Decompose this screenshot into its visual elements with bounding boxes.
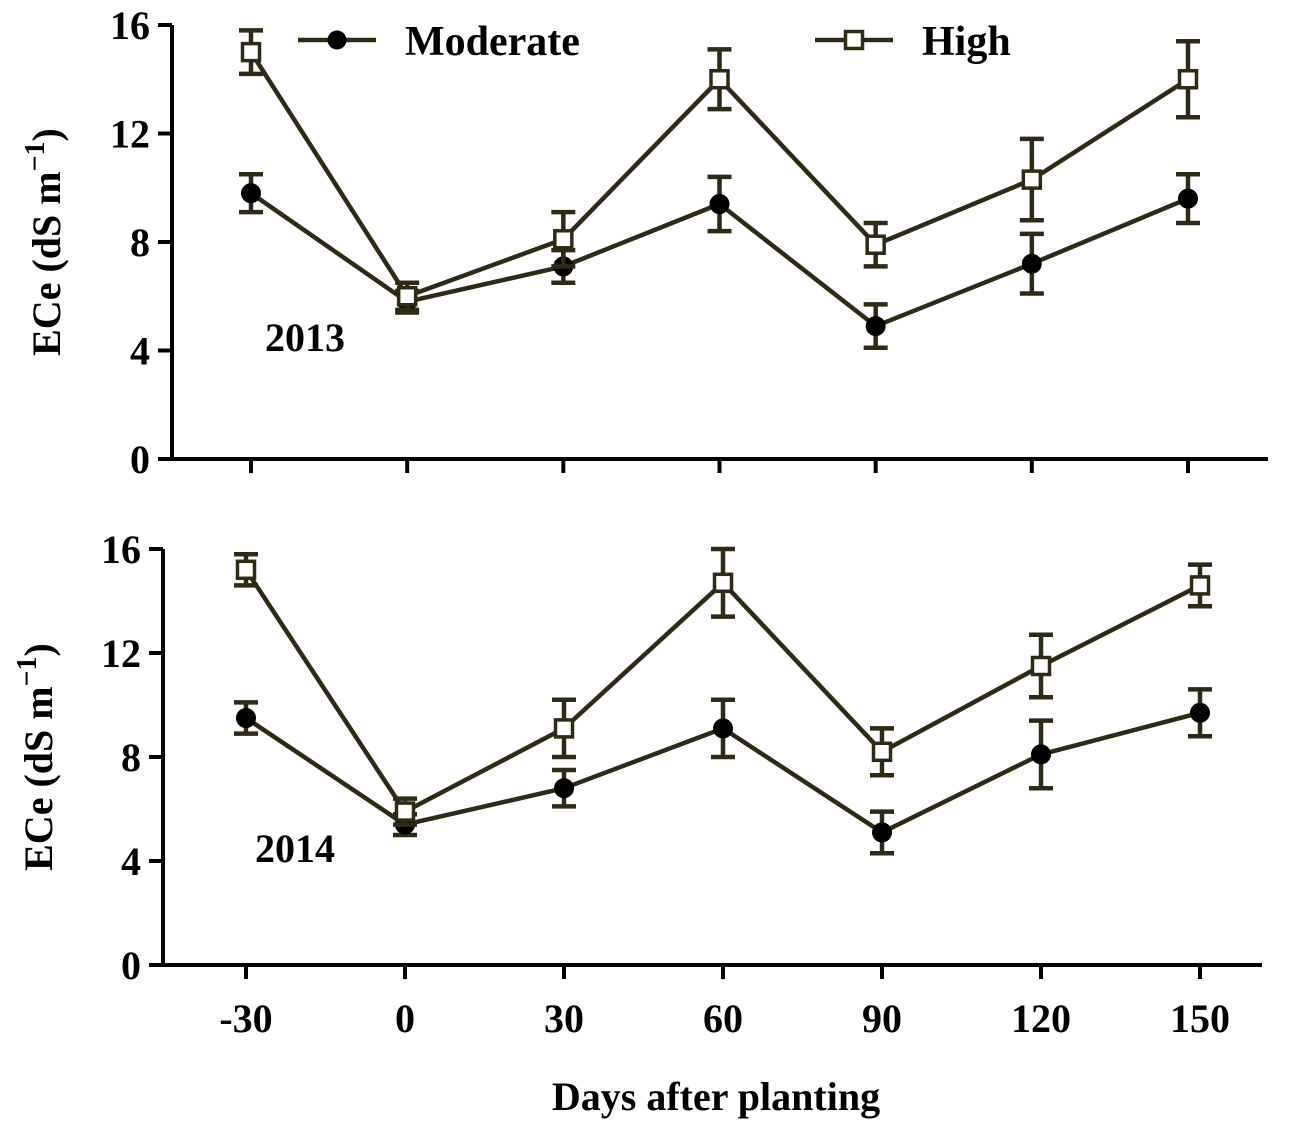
data-point-high (553, 229, 574, 250)
x-tick-label: 120 (1011, 996, 1071, 1041)
x-tick-label: 60 (703, 996, 743, 1041)
data-point-moderate (236, 708, 256, 728)
x-axis-title: Days after planting (552, 1074, 880, 1119)
y-tick-label: 16 (110, 3, 150, 48)
y-tick-label: 16 (101, 527, 141, 572)
y-tick-label: 8 (130, 220, 150, 265)
legend-label-high: High (922, 19, 1011, 65)
data-point-moderate (554, 778, 574, 799)
data-point-moderate (1178, 188, 1198, 209)
y-tick-label: 12 (110, 112, 150, 157)
data-point-moderate (865, 316, 886, 337)
chart-panel-2013: 0 4 8 12 16 ECe (dS m−1) 2013 (20, 3, 1268, 482)
y-axis-title: ECe (dS m−1) (12, 643, 61, 871)
data-point-moderate (709, 194, 730, 215)
data-point-high (396, 286, 418, 307)
y-tick-label: 12 (101, 631, 141, 676)
data-point-high (1189, 575, 1211, 596)
data-point-high (235, 559, 257, 581)
data-point-high (553, 718, 575, 739)
y-tick-label: 0 (121, 943, 141, 988)
year-label: 2014 (255, 826, 335, 871)
y-tick-label: 0 (130, 437, 150, 482)
y-tick-label: 4 (130, 329, 150, 374)
chart-legend: Moderate High (298, 19, 1011, 65)
data-point-high (871, 741, 893, 763)
legend-item-moderate: Moderate (298, 19, 580, 65)
data-point-moderate (241, 183, 261, 204)
data-point-high (1177, 69, 1199, 90)
year-label: 2013 (265, 315, 345, 360)
data-point-moderate (713, 718, 733, 739)
data-point-moderate (872, 822, 892, 843)
data-point-high (1021, 169, 1043, 190)
x-tick-label: 150 (1170, 996, 1230, 1041)
legend-marker-moderate (327, 30, 347, 50)
y-tick-label: 8 (121, 735, 141, 780)
data-point-high (712, 572, 734, 594)
chart-panel-2014: 0 4 8 12 16 -30 0 30 60 90 120 150 ECe (dS m−1) 2014 (12, 527, 1262, 1041)
x-tick-label: 30 (544, 996, 584, 1041)
legend-item-high: High (815, 19, 1011, 65)
x-tick-label: 90 (862, 996, 902, 1041)
x-tick-label: 0 (395, 996, 415, 1041)
data-point-high (865, 234, 886, 255)
x-tick-label: -30 (219, 996, 272, 1041)
data-point-moderate (1031, 744, 1051, 765)
data-point-high (240, 41, 262, 63)
data-point-high (394, 801, 416, 822)
legend-label-moderate: Moderate (405, 19, 580, 65)
y-tick-label: 4 (121, 839, 141, 884)
data-point-moderate (1021, 253, 1042, 274)
legend-marker-high (843, 29, 865, 51)
data-point-high (1030, 655, 1052, 677)
y-axis-title: ECe (dS m−1) (20, 128, 69, 356)
data-point-moderate (1190, 702, 1210, 723)
data-point-high (709, 69, 730, 90)
